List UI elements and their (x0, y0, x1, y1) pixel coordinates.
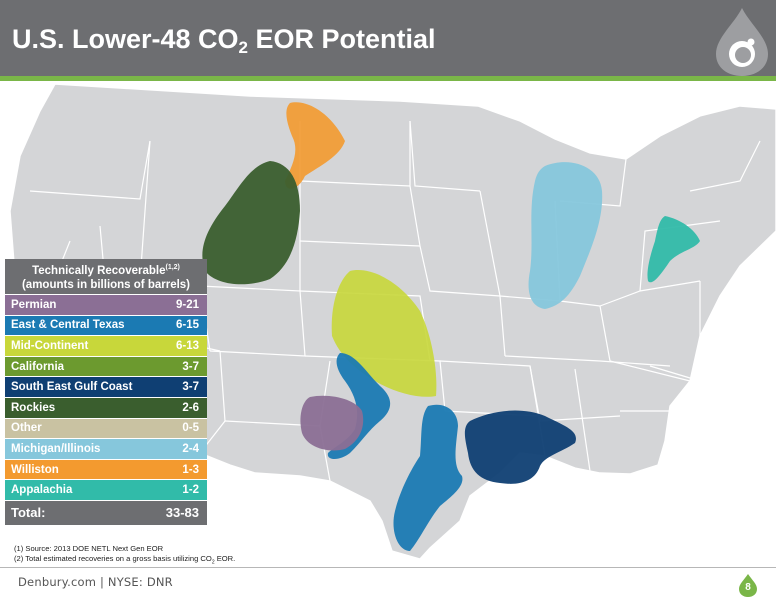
legend-row: California 3-7 (5, 356, 207, 378)
footer-divider (0, 567, 776, 568)
footnotes: (1) Source: 2013 DOE NETL Next Gen EOR (… (14, 544, 235, 568)
legend-row-value: 1-3 (182, 463, 199, 476)
legend-row-label: Williston (11, 463, 59, 476)
header-bar (0, 0, 776, 76)
legend-row-value: 6-13 (175, 339, 199, 352)
legend-rows: Permian 9-21 East & Central Texas 6-15 Mid-C… (5, 295, 207, 501)
legend-header: Technically Recoverable(1,2) (amounts in… (5, 259, 207, 295)
title-subscript: 2 (238, 38, 249, 57)
legend-total-label: Total: (11, 505, 46, 521)
legend-row: South East Gulf Coast 3-7 (5, 377, 207, 398)
legend-row: Appalachia 1-2 (5, 480, 207, 501)
legend-header-title: Technically Recoverable (32, 264, 166, 277)
legend-row: Other 0-5 (5, 418, 207, 440)
legend-row-label: California (11, 360, 65, 373)
footnote-2-suffix: EOR. (214, 553, 236, 563)
footnote-2-subscript: 2 (211, 559, 215, 566)
legend-row: Michigan/Illinois 2-4 (5, 439, 207, 460)
drop-badge-icon (739, 574, 757, 597)
eor-regions (202, 102, 700, 551)
legend-row: Permian 9-21 (5, 295, 207, 316)
legend-header-footnote-ref: (1,2) (165, 263, 180, 271)
legend-row-label: Appalachia (11, 484, 73, 497)
title-prefix: U.S. Lower-48 CO (12, 24, 239, 54)
legend-row-label: South East Gulf Coast (11, 381, 133, 394)
legend-row-value: 6-15 (175, 319, 199, 332)
footer-brand-text: Denbury.com | NYSE: DNR (18, 575, 173, 589)
legend-row-label: Permian (11, 298, 57, 311)
legend-row-label: Other (11, 422, 42, 435)
legend-row-value: 2-6 (182, 401, 199, 414)
legend-row: Rockies 2-6 (5, 397, 207, 419)
recoverable-legend-table: Technically Recoverable(1,2) (amounts in… (5, 259, 207, 525)
legend-row-value: 3-7 (182, 381, 199, 394)
legend-row-label: Mid-Continent (11, 339, 89, 352)
legend-total-row: Total: 33-83 (5, 500, 207, 525)
legend-header-line2: (amounts in billions of barrels) (21, 279, 191, 292)
title-suffix: EOR Potential (248, 24, 436, 54)
legend-row-value: 3-7 (182, 360, 199, 373)
footnote-2: (2) Total estimated recoveries on a gros… (14, 554, 235, 568)
page-number: 8 (745, 582, 751, 593)
legend-row-label: East & Central Texas (11, 319, 125, 332)
header-accent-stripe (0, 76, 776, 81)
legend-row-value: 1-2 (182, 484, 199, 497)
legend-total-value: 33-83 (165, 505, 199, 521)
footnote-1: (1) Source: 2013 DOE NETL Next Gen EOR (14, 544, 164, 553)
legend-row: East & Central Texas 6-15 (5, 315, 207, 337)
legend-row-label: Michigan/Illinois (11, 442, 101, 455)
page-title: U.S. Lower-48 CO2 EOR Potential (12, 24, 436, 58)
legend-row-value: 0-5 (182, 422, 199, 435)
legend-header-line1: Technically Recoverable(1,2) (5, 260, 207, 279)
legend-row-value: 9-21 (175, 298, 199, 311)
footnote-2-prefix: (2) Total estimated recoveries on a gros… (14, 553, 212, 563)
denbury-drop-logo-icon (716, 8, 768, 76)
legend-row-value: 2-4 (182, 442, 199, 455)
legend-row-label: Rockies (11, 401, 56, 414)
legend-row: Williston 1-3 (5, 459, 207, 481)
legend-row: Mid-Continent 6-13 (5, 336, 207, 357)
